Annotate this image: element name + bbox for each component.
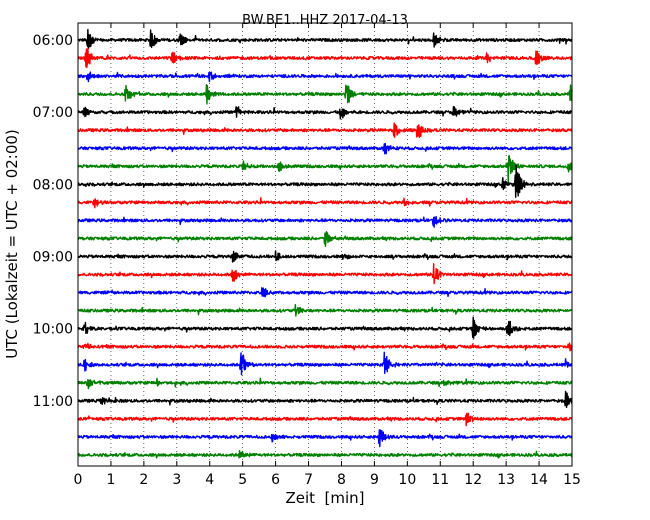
x-tick-label: 14	[530, 472, 548, 488]
y-tick-label: 07:00	[33, 105, 73, 121]
trace-0600	[77, 28, 573, 50]
trace-0930	[77, 287, 573, 298]
trace-0715	[77, 122, 573, 139]
trace-1015	[77, 342, 573, 352]
trace-0815	[77, 197, 573, 209]
trace-1115	[77, 412, 573, 427]
trace-0700	[77, 106, 573, 120]
x-tick-label: 10	[398, 472, 416, 488]
trace-0615	[77, 48, 573, 69]
y-tick-label: 06:00	[33, 33, 73, 49]
trace-1130	[77, 429, 573, 448]
x-axis-label: Zeit [min]	[285, 489, 364, 507]
trace-0745	[77, 155, 573, 184]
trace-0645	[77, 84, 573, 105]
x-tick-label: 3	[172, 472, 181, 488]
trace-group	[77, 28, 573, 459]
trace-0630	[77, 71, 573, 83]
trace-1030	[77, 351, 573, 376]
x-tick-label: 5	[238, 472, 247, 488]
x-tick-label: 6	[271, 472, 280, 488]
trace-1045	[77, 377, 573, 390]
x-tick-label: 12	[464, 472, 482, 488]
y-axis-ticks: 06:00 07:00 08:00 09:00 10:00 11:00	[33, 33, 572, 410]
trace-0730	[77, 142, 573, 155]
chart-title: BW.BE1..HHZ 2017-04-13	[242, 13, 408, 28]
trace-1100	[77, 390, 573, 409]
trace-1145	[77, 450, 573, 459]
x-tick-label: 4	[205, 472, 214, 488]
x-tick-label: 11	[431, 472, 449, 488]
trace-0800	[77, 164, 573, 198]
trace-0845	[77, 231, 573, 247]
x-tick-label: 15	[563, 472, 581, 488]
x-axis-ticks: 0 1 2 3 4 5 6 7 8 9 10 11 12 13 14 15	[74, 23, 581, 488]
x-tick-label: 7	[304, 472, 313, 488]
trace-0945	[77, 303, 573, 317]
y-tick-label: 10:00	[33, 322, 73, 338]
x-tick-label: 13	[497, 472, 515, 488]
y-tick-label: 08:00	[33, 177, 73, 193]
trace-0900	[77, 250, 573, 263]
x-tick-label: 2	[139, 472, 148, 488]
trace-1000	[77, 316, 573, 339]
y-tick-label: 09:00	[33, 249, 73, 265]
y-tick-label: 11:00	[33, 394, 73, 410]
trace-0915	[77, 263, 573, 285]
x-tick-label: 1	[106, 472, 115, 488]
x-tick-label: 0	[74, 472, 83, 488]
y-axis-label: UTC (Lokalzeit = UTC + 02:00)	[3, 129, 21, 359]
x-tick-label: 9	[370, 472, 379, 488]
trace-0830	[77, 215, 573, 228]
plot-frame	[77, 22, 573, 467]
x-tick-label: 8	[337, 472, 346, 488]
